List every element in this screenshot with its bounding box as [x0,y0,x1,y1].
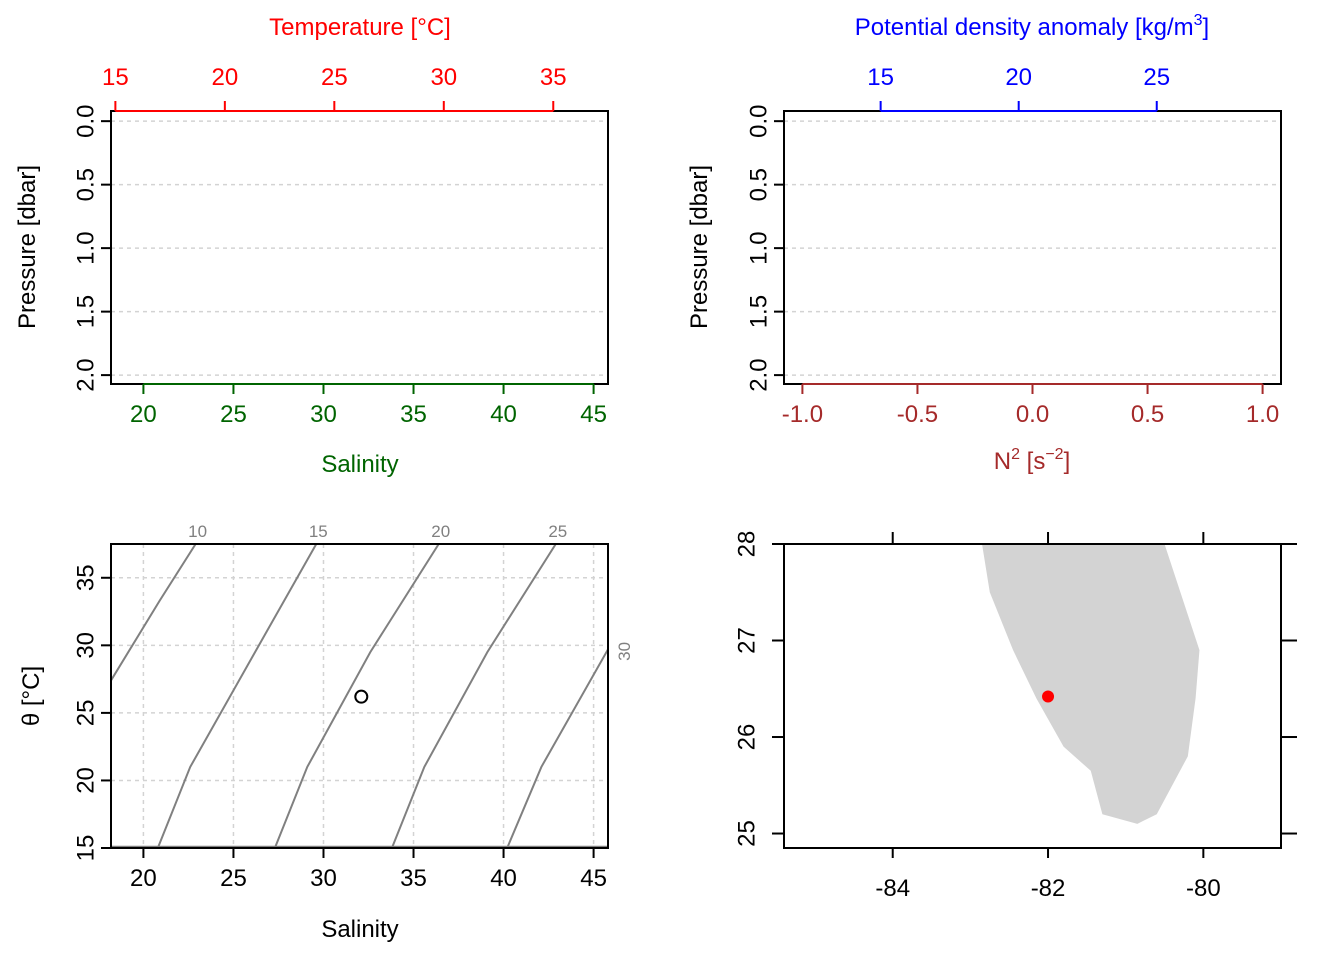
p4-lat-tick-label-3: 28 [733,531,760,558]
p3-theta-axis: 15 20 25 30 35 [72,564,112,862]
p3-plot-frame [110,543,609,849]
p3-theta-axis-title: θ [°C] [18,666,45,726]
p4-lat-tick-label-1: 26 [733,724,760,751]
p1-sal-tick-label-3: 35 [400,401,427,428]
p3-contour-line-15 [156,544,318,848]
p2-pres-tick-label-3: 1.5 [745,295,772,328]
p2-pres-tick-label-0: 0.0 [745,104,772,137]
p3-sal-tick-label-3: 35 [400,865,427,892]
p4-lon-tick-label-0: -84 [875,875,910,902]
p1-salinity-axis-title: Salinity [321,451,398,478]
p2-gridlines [784,120,1281,376]
p2-n2-tick-label-2: 0.0 [1016,401,1049,428]
p3-theta-tick-label-3: 30 [72,632,99,659]
p1-pres-tick-label-4: 2.0 [72,358,99,391]
p3-gridlines [111,544,608,849]
p3-data-points [354,689,369,704]
p3-theta-tick-label-4: 35 [72,564,99,591]
p2-pres-tick-label-4: 2.0 [745,358,772,391]
p3-theta-tick-label-1: 20 [72,767,99,794]
p4-lon-tick-label-1: -82 [1031,875,1066,902]
p3-data-point-0 [354,689,369,704]
p2-dens-tick-label-0: 15 [867,64,894,91]
p2-density-axis-title: Potential density anomaly [kg/m3] [855,12,1209,41]
p1-sal-tick-label-5: 45 [580,401,607,428]
p1-temp-tick-label-4: 35 [540,64,567,91]
p3-contour-line-10 [111,544,197,681]
p2-pres-tick-label-1: 0.5 [745,168,772,201]
p1-gridlines [111,120,608,376]
p1-pres-tick-label-2: 1.0 [72,231,99,264]
p2-n2-axis-title: N2 [s−2] [994,446,1071,475]
p2-n2-axis: -1.0 -0.5 0.0 0.5 1.0 [782,383,1279,428]
p3-contour-line-25 [390,544,557,848]
p3-sal-tick-label-0: 20 [130,865,157,892]
p1-pres-tick-label-3: 1.5 [72,295,99,328]
p3-theta-tick-label-2: 25 [72,700,99,727]
p2-dens-tick-label-1: 20 [1005,64,1032,91]
p3-contour-label-10: 10 [188,522,207,541]
p2-pres-tick-label-2: 1.0 [745,231,772,264]
p1-sal-tick-label-4: 40 [490,401,517,428]
p3-salinity-axis-title: Salinity [321,916,398,943]
p4-lat-tick-label-2: 27 [733,627,760,654]
p3-contour-line-30 [506,648,608,848]
p3-contour-line-20 [273,544,440,848]
p3-density-contours [111,544,608,848]
p2-n2-tick-label-0: -1.0 [782,401,823,428]
p1-temp-tick-label-0: 15 [102,64,129,91]
p1-sal-tick-label-0: 20 [130,401,157,428]
p3-contour-label-25: 25 [548,522,567,541]
p3-salinity-axis: 20 25 30 35 40 45 [130,847,607,892]
p1-temperature-axis-title: Temperature [°C] [269,14,451,41]
p2-n2-tick-label-4: 1.0 [1246,401,1279,428]
p3-density-contour-labels: 10 15 20 25 30 [188,522,634,661]
p2-n2-tick-label-1: -0.5 [897,401,938,428]
p3-sal-tick-label-5: 45 [580,865,607,892]
panel-ts-diagram: 10 15 20 25 30 20 25 30 35 40 45 15 20 25 30 35 Salin… [18,522,634,943]
p3-contour-label-15: 15 [309,522,328,541]
p1-pressure-axis-title: Pressure [dbar] [14,165,41,329]
p4-lat-tick-label-0: 25 [733,820,760,847]
p4-station-marker [1042,690,1055,703]
panel-station-map: -84 -82 -80 25 26 27 28 [733,531,1297,902]
panel-density-n2-profile: 15 20 25 -1.0 -0.5 0.0 0.5 1.0 0.0 0.5 1.0 1.5 2.0… [686,12,1282,475]
p1-temp-tick-label-2: 25 [321,64,348,91]
p1-pres-tick-label-1: 0.5 [72,168,99,201]
p3-sal-tick-label-2: 30 [310,865,337,892]
p1-sal-tick-label-2: 30 [310,401,337,428]
p1-pressure-axis: 0.0 0.5 1.0 1.5 2.0 [72,104,112,392]
p2-pressure-axis-title: Pressure [dbar] [686,165,713,329]
p3-contour-label-20: 20 [431,522,450,541]
p3-sal-tick-label-4: 40 [490,865,517,892]
p3-sal-tick-label-1: 25 [220,865,247,892]
p2-density-axis: 15 20 25 [867,64,1170,112]
p2-n2-tick-label-3: 0.5 [1131,401,1164,428]
p1-temp-tick-label-1: 20 [211,64,238,91]
p3-contour-label-30: 30 [615,642,634,661]
p4-land-coastline [982,544,1200,824]
panel-temperature-salinity-profile: 15 20 25 30 35 20 25 30 35 40 45 0.00.51.01.52.0 … [14,14,609,478]
p1-salinity-axis: 20 25 30 35 40 45 [130,383,607,428]
p4-plot-frame [783,543,1282,849]
p2-dens-tick-label-2: 25 [1143,64,1170,91]
p3-theta-tick-label-0: 15 [72,835,99,862]
p2-pressure-axis: 0.0 0.5 1.0 1.5 2.0 [745,104,785,392]
p1-temp-tick-label-3: 30 [430,64,457,91]
p4-lon-tick-label-2: -80 [1186,875,1221,902]
p1-pres-tick-label-0: 0.0 [72,104,99,137]
p1-temperature-axis: 15 20 25 30 35 [102,64,567,112]
p1-sal-tick-label-1: 25 [220,401,247,428]
p4-lonlat-axes: -84 -82 -80 25 26 27 28 [733,531,1297,902]
